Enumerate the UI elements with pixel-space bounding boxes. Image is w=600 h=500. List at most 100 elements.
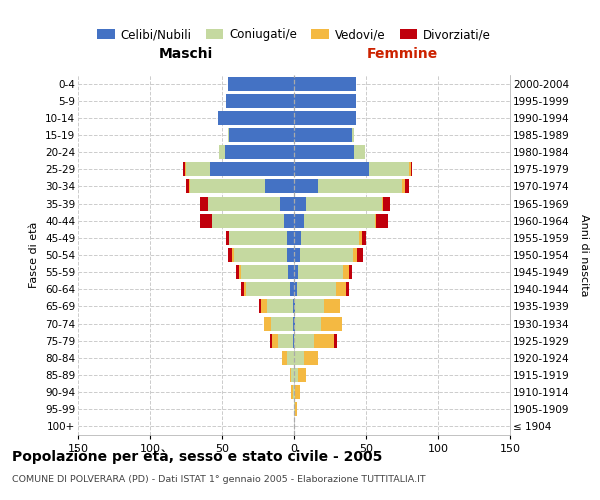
Text: COMUNE DI POLVERARA (PD) - Dati ISTAT 1° gennaio 2005 - Elaborazione TUTTITALIA.: COMUNE DI POLVERARA (PD) - Dati ISTAT 1°…	[12, 475, 425, 484]
Bar	[376, 214, 388, 228]
Bar	[410, 162, 412, 176]
Text: Femmine: Femmine	[367, 46, 437, 60]
Y-axis label: Anni di nascita: Anni di nascita	[579, 214, 589, 296]
Bar	[374, 214, 376, 228]
Bar	[229, 231, 287, 245]
Bar	[346, 282, 349, 296]
Bar	[226, 94, 294, 108]
Bar	[353, 248, 358, 262]
Bar	[294, 334, 314, 347]
Bar	[278, 334, 293, 347]
Bar	[236, 265, 239, 279]
Bar	[294, 145, 355, 159]
Bar	[324, 300, 340, 314]
Bar	[200, 214, 212, 228]
Bar	[297, 282, 336, 296]
Bar	[382, 196, 383, 210]
Bar	[271, 316, 293, 330]
Bar	[358, 248, 363, 262]
Bar	[241, 282, 244, 296]
Bar	[259, 300, 261, 314]
Bar	[293, 385, 294, 399]
Bar	[190, 180, 265, 194]
Bar	[300, 248, 353, 262]
Bar	[322, 316, 341, 330]
Bar	[186, 180, 189, 194]
Bar	[244, 282, 247, 296]
Bar	[295, 402, 297, 416]
Bar	[283, 351, 287, 365]
Bar	[284, 214, 294, 228]
Bar	[232, 248, 233, 262]
Bar	[226, 231, 229, 245]
Bar	[269, 334, 272, 347]
Bar	[402, 180, 405, 194]
Bar	[294, 214, 304, 228]
Bar	[291, 368, 294, 382]
Bar	[290, 282, 294, 296]
Bar	[294, 282, 297, 296]
Bar	[334, 334, 337, 347]
Bar	[294, 300, 295, 314]
Bar	[294, 196, 305, 210]
Bar	[294, 265, 298, 279]
Bar	[294, 402, 295, 416]
Bar	[294, 162, 369, 176]
Legend: Celibi/Nubili, Coniugati/e, Vedovi/e, Divorziati/e: Celibi/Nubili, Coniugati/e, Vedovi/e, Di…	[92, 24, 496, 46]
Bar	[349, 265, 352, 279]
Bar	[266, 300, 293, 314]
Bar	[229, 128, 294, 142]
Bar	[294, 76, 356, 90]
Bar	[185, 162, 186, 176]
Bar	[186, 162, 211, 176]
Y-axis label: Fasce di età: Fasce di età	[29, 222, 40, 288]
Bar	[314, 334, 334, 347]
Bar	[228, 248, 232, 262]
Bar	[301, 231, 359, 245]
Bar	[241, 265, 288, 279]
Bar	[294, 351, 304, 365]
Bar	[294, 248, 300, 262]
Bar	[362, 231, 366, 245]
Bar	[189, 180, 190, 194]
Bar	[228, 128, 229, 142]
Bar	[359, 231, 362, 245]
Bar	[304, 214, 374, 228]
Bar	[295, 385, 300, 399]
Bar	[228, 76, 294, 90]
Bar	[280, 196, 294, 210]
Bar	[319, 180, 402, 194]
Bar	[369, 162, 409, 176]
Bar	[208, 196, 280, 210]
Bar	[294, 316, 295, 330]
Text: Maschi: Maschi	[159, 46, 213, 60]
Bar	[293, 316, 294, 330]
Bar	[294, 128, 352, 142]
Bar	[355, 145, 365, 159]
Bar	[336, 282, 346, 296]
Bar	[294, 385, 295, 399]
Bar	[291, 385, 293, 399]
Bar	[295, 316, 322, 330]
Bar	[383, 196, 391, 210]
Bar	[343, 265, 349, 279]
Bar	[287, 351, 294, 365]
Bar	[218, 111, 294, 125]
Bar	[293, 300, 294, 314]
Bar	[352, 128, 355, 142]
Bar	[287, 231, 294, 245]
Bar	[295, 300, 324, 314]
Bar	[183, 162, 185, 176]
Bar	[294, 180, 319, 194]
Bar	[233, 248, 287, 262]
Bar	[405, 180, 409, 194]
Bar	[294, 94, 356, 108]
Bar	[298, 368, 305, 382]
Bar	[409, 162, 410, 176]
Bar	[294, 231, 301, 245]
Bar	[247, 282, 290, 296]
Bar	[239, 265, 241, 279]
Bar	[212, 214, 284, 228]
Bar	[272, 334, 278, 347]
Bar	[219, 145, 225, 159]
